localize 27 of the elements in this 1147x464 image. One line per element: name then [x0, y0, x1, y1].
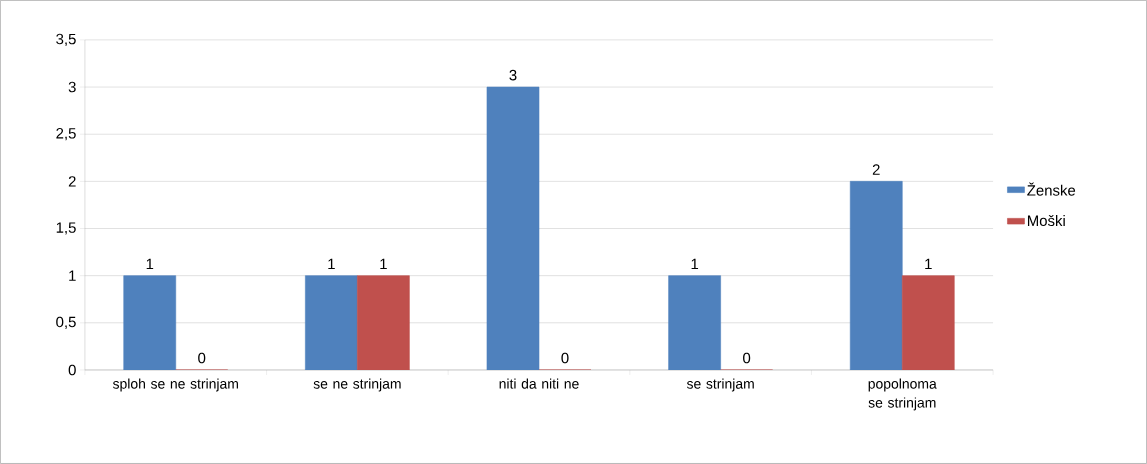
data-label: 1	[380, 258, 387, 270]
x-tick-label: se strinjam	[686, 378, 754, 392]
y-tick-label: 1,5	[56, 222, 76, 235]
y-tick-label: 1	[69, 270, 76, 281]
data-label: 3	[509, 69, 517, 81]
data-label: 1	[691, 258, 699, 270]
x-tick-label: niti da niti ne	[499, 378, 579, 389]
bar	[357, 275, 410, 371]
x-tick-label: sploh se ne strinjam	[112, 378, 238, 392]
y-tick-label: 0,5	[56, 316, 76, 330]
legend-label: Ženske	[1027, 182, 1076, 196]
legend-label: Moški	[1027, 215, 1065, 227]
y-tick-label: 3,5	[56, 33, 76, 47]
y-tick-label: 0	[68, 364, 76, 376]
y-tick-label: 2,5	[56, 128, 76, 141]
data-label: 0	[743, 352, 751, 364]
data-label: 1	[146, 258, 154, 270]
data-label: 0	[198, 352, 206, 364]
x-tick-label: popolnoma se strinjam	[868, 378, 937, 411]
data-label: 1	[925, 258, 932, 270]
data-label: 1	[328, 258, 335, 270]
data-label: 2	[872, 164, 880, 175]
bar	[901, 275, 955, 371]
y-tick-label: 2	[68, 176, 76, 187]
x-tick-label: se ne strinjam	[313, 378, 401, 392]
data-label: 0	[561, 352, 569, 364]
y-tick-label: 3	[68, 81, 76, 93]
